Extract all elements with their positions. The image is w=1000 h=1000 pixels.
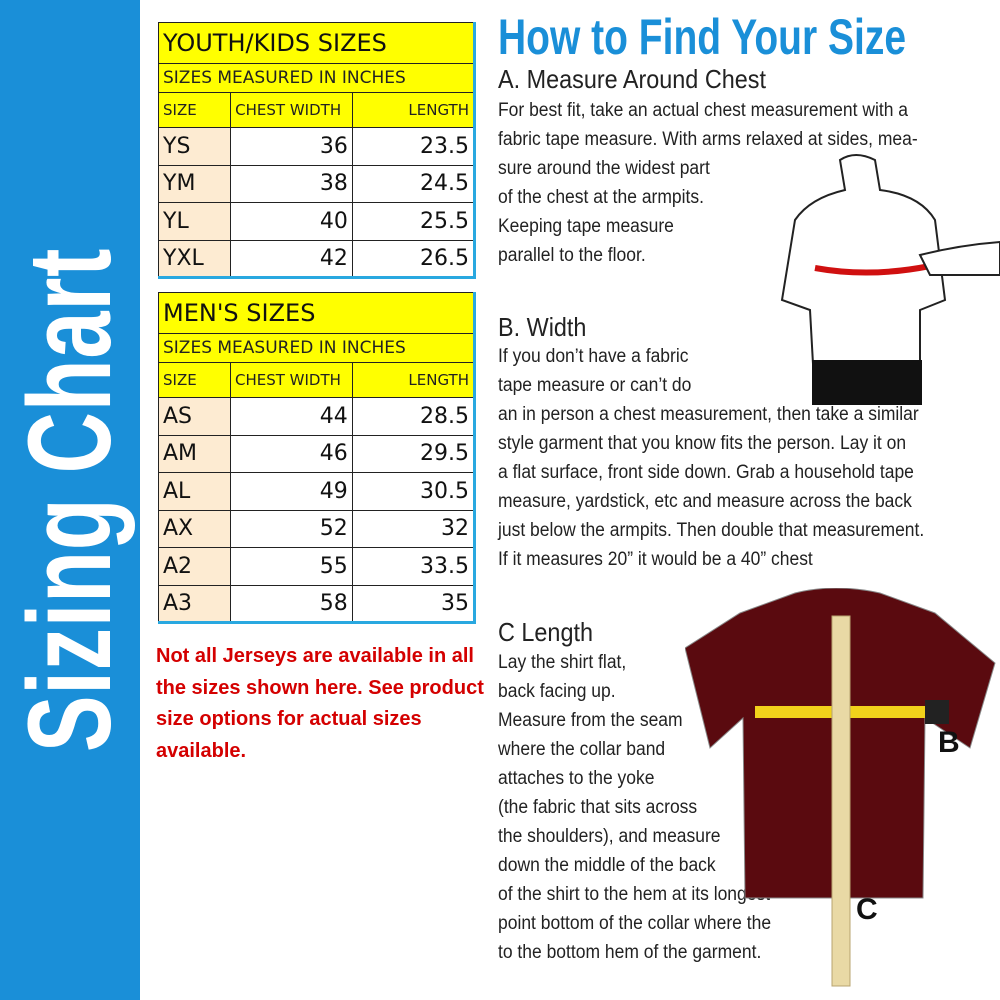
table-row: YS 36 23.5 <box>157 127 476 166</box>
chest-width-cell: 38 <box>230 164 353 203</box>
length-cell: 28.5 <box>351 397 476 436</box>
label-b: B <box>938 726 960 759</box>
section-c-title: C Length <box>498 617 593 647</box>
chest-width-cell: 49 <box>229 472 353 511</box>
chest-width-cell: 52 <box>229 509 353 548</box>
table-subtitle: SIZES MEASURED IN INCHES <box>158 63 475 93</box>
size-cell: AX <box>158 509 231 548</box>
section-c-text-line: attaches to the yoke <box>498 768 655 789</box>
sidebar-banner: Sizing Chart <box>0 0 140 1000</box>
section-c-text-line: point bottom of the collar where the <box>498 913 772 934</box>
column-header: SIZE <box>157 92 232 128</box>
section-c-text-line: where the collar band <box>498 739 666 760</box>
column-header: LENGTH <box>351 362 476 398</box>
section-b-text-line: tape measure or can’t do <box>498 375 692 396</box>
chest-width-cell: 40 <box>230 202 353 241</box>
section-c-text-line: back facing up. <box>498 681 616 702</box>
section-a-text-line: of the chest at the armpits. <box>498 187 704 208</box>
size-cell: A2 <box>158 547 231 586</box>
section-b-text-line: style garment that you know fits the per… <box>498 433 907 454</box>
length-cell: 23.5 <box>351 127 476 166</box>
table-row: AL 49 30.5 <box>158 472 476 511</box>
length-cell: 26.5 <box>351 239 476 278</box>
availability-note: Not all Jerseys are available in all the… <box>156 645 484 762</box>
section-c-text-line: Measure from the seam <box>498 710 683 731</box>
table-title: MEN'S SIZES <box>158 292 475 334</box>
shirt-length-illustration <box>685 588 996 987</box>
section-b-text-line: If you don’t have a fabric <box>498 346 689 367</box>
chest-width-cell: 58 <box>229 584 353 623</box>
youth-size-table: YOUTH/KIDS SIZES SIZES MEASURED IN INCHES… <box>157 22 476 279</box>
mens-size-table: MEN'S SIZES SIZES MEASURED IN INCHES SIZE C… <box>158 292 476 624</box>
section-c-text-line: down the middle of the back <box>498 855 716 876</box>
label-c: C <box>856 893 878 926</box>
section-a-title: A. Measure Around Chest <box>498 64 766 94</box>
length-cell: 33.5 <box>351 547 476 586</box>
section-c-text-line: the shoulders), and measure <box>498 826 721 847</box>
length-cell: 24.5 <box>351 164 476 203</box>
section-c-text-line: Lay the shirt flat, <box>498 652 627 673</box>
section-b-text-line: a flat surface, front side down. Grab a … <box>498 462 914 483</box>
length-cell: 30.5 <box>351 472 476 511</box>
size-cell: AM <box>158 434 231 473</box>
chest-measure-illustration <box>780 154 1000 405</box>
guide-heading: How to Find Your Size <box>498 9 907 65</box>
column-header: LENGTH <box>351 92 476 128</box>
section-a-text-line: For best fit, take an actual chest measu… <box>498 100 909 121</box>
section-a-text-line: parallel to the floor. <box>498 245 646 266</box>
sizing-chart-title: Sizing Chart <box>4 247 136 753</box>
length-cell: 25.5 <box>351 202 476 241</box>
size-cell: YM <box>157 164 232 203</box>
section-a-text-line: sure around the widest part <box>498 158 710 179</box>
section-c-text-line: of the shirt to the hem at its longest <box>498 884 771 905</box>
length-cell: 29.5 <box>351 434 476 473</box>
section-b-text-line: measure, yardstick, etc and measure acro… <box>498 491 912 512</box>
size-cell: AS <box>158 397 231 436</box>
size-cell: YL <box>157 202 232 241</box>
section-b-title: B. Width <box>498 312 587 342</box>
column-header: CHEST WIDTH <box>230 92 353 128</box>
table-title: YOUTH/KIDS SIZES <box>158 22 475 64</box>
chest-width-cell: 42 <box>230 239 353 278</box>
section-b-text-line: just below the armpits. Then double that… <box>498 520 925 541</box>
chest-width-cell: 55 <box>229 547 353 586</box>
length-cell: 35 <box>351 584 476 623</box>
table-row: AS 44 28.5 <box>158 397 476 436</box>
size-cell: YXL <box>157 239 232 278</box>
size-cell: YS <box>157 127 232 166</box>
section-b-text-line: an in person a chest measurement, then t… <box>498 404 919 425</box>
table-row: YL 40 25.5 <box>157 202 476 241</box>
section-a-text-line: Keeping tape measure <box>498 216 674 237</box>
section-c-text-line: (the fabric that sits across <box>498 797 698 818</box>
table-row: AX 52 32 <box>158 509 476 548</box>
table-row: YM 38 24.5 <box>157 164 476 203</box>
column-header: CHEST WIDTH <box>229 362 353 398</box>
chest-width-cell: 36 <box>230 127 353 166</box>
table-row: YXL 42 26.5 <box>157 239 476 278</box>
section-a-text-line: fabric tape measure. With arms relaxed a… <box>498 129 918 150</box>
chest-width-cell: 46 <box>229 434 353 473</box>
table-row: AM 46 29.5 <box>158 434 476 473</box>
section-b-text-line: If it measures 20” it would be a 40” che… <box>498 549 813 570</box>
table-subtitle: SIZES MEASURED IN INCHES <box>158 333 475 363</box>
size-cell: AL <box>158 472 231 511</box>
section-c-text-line: to the bottom hem of the garment. <box>498 942 762 963</box>
table-row: A3 58 35 <box>158 584 476 623</box>
size-cell: A3 <box>158 584 231 623</box>
length-cell: 32 <box>351 509 476 548</box>
column-header: SIZE <box>158 362 231 398</box>
table-row: A2 55 33.5 <box>158 547 476 586</box>
chest-width-cell: 44 <box>229 397 353 436</box>
